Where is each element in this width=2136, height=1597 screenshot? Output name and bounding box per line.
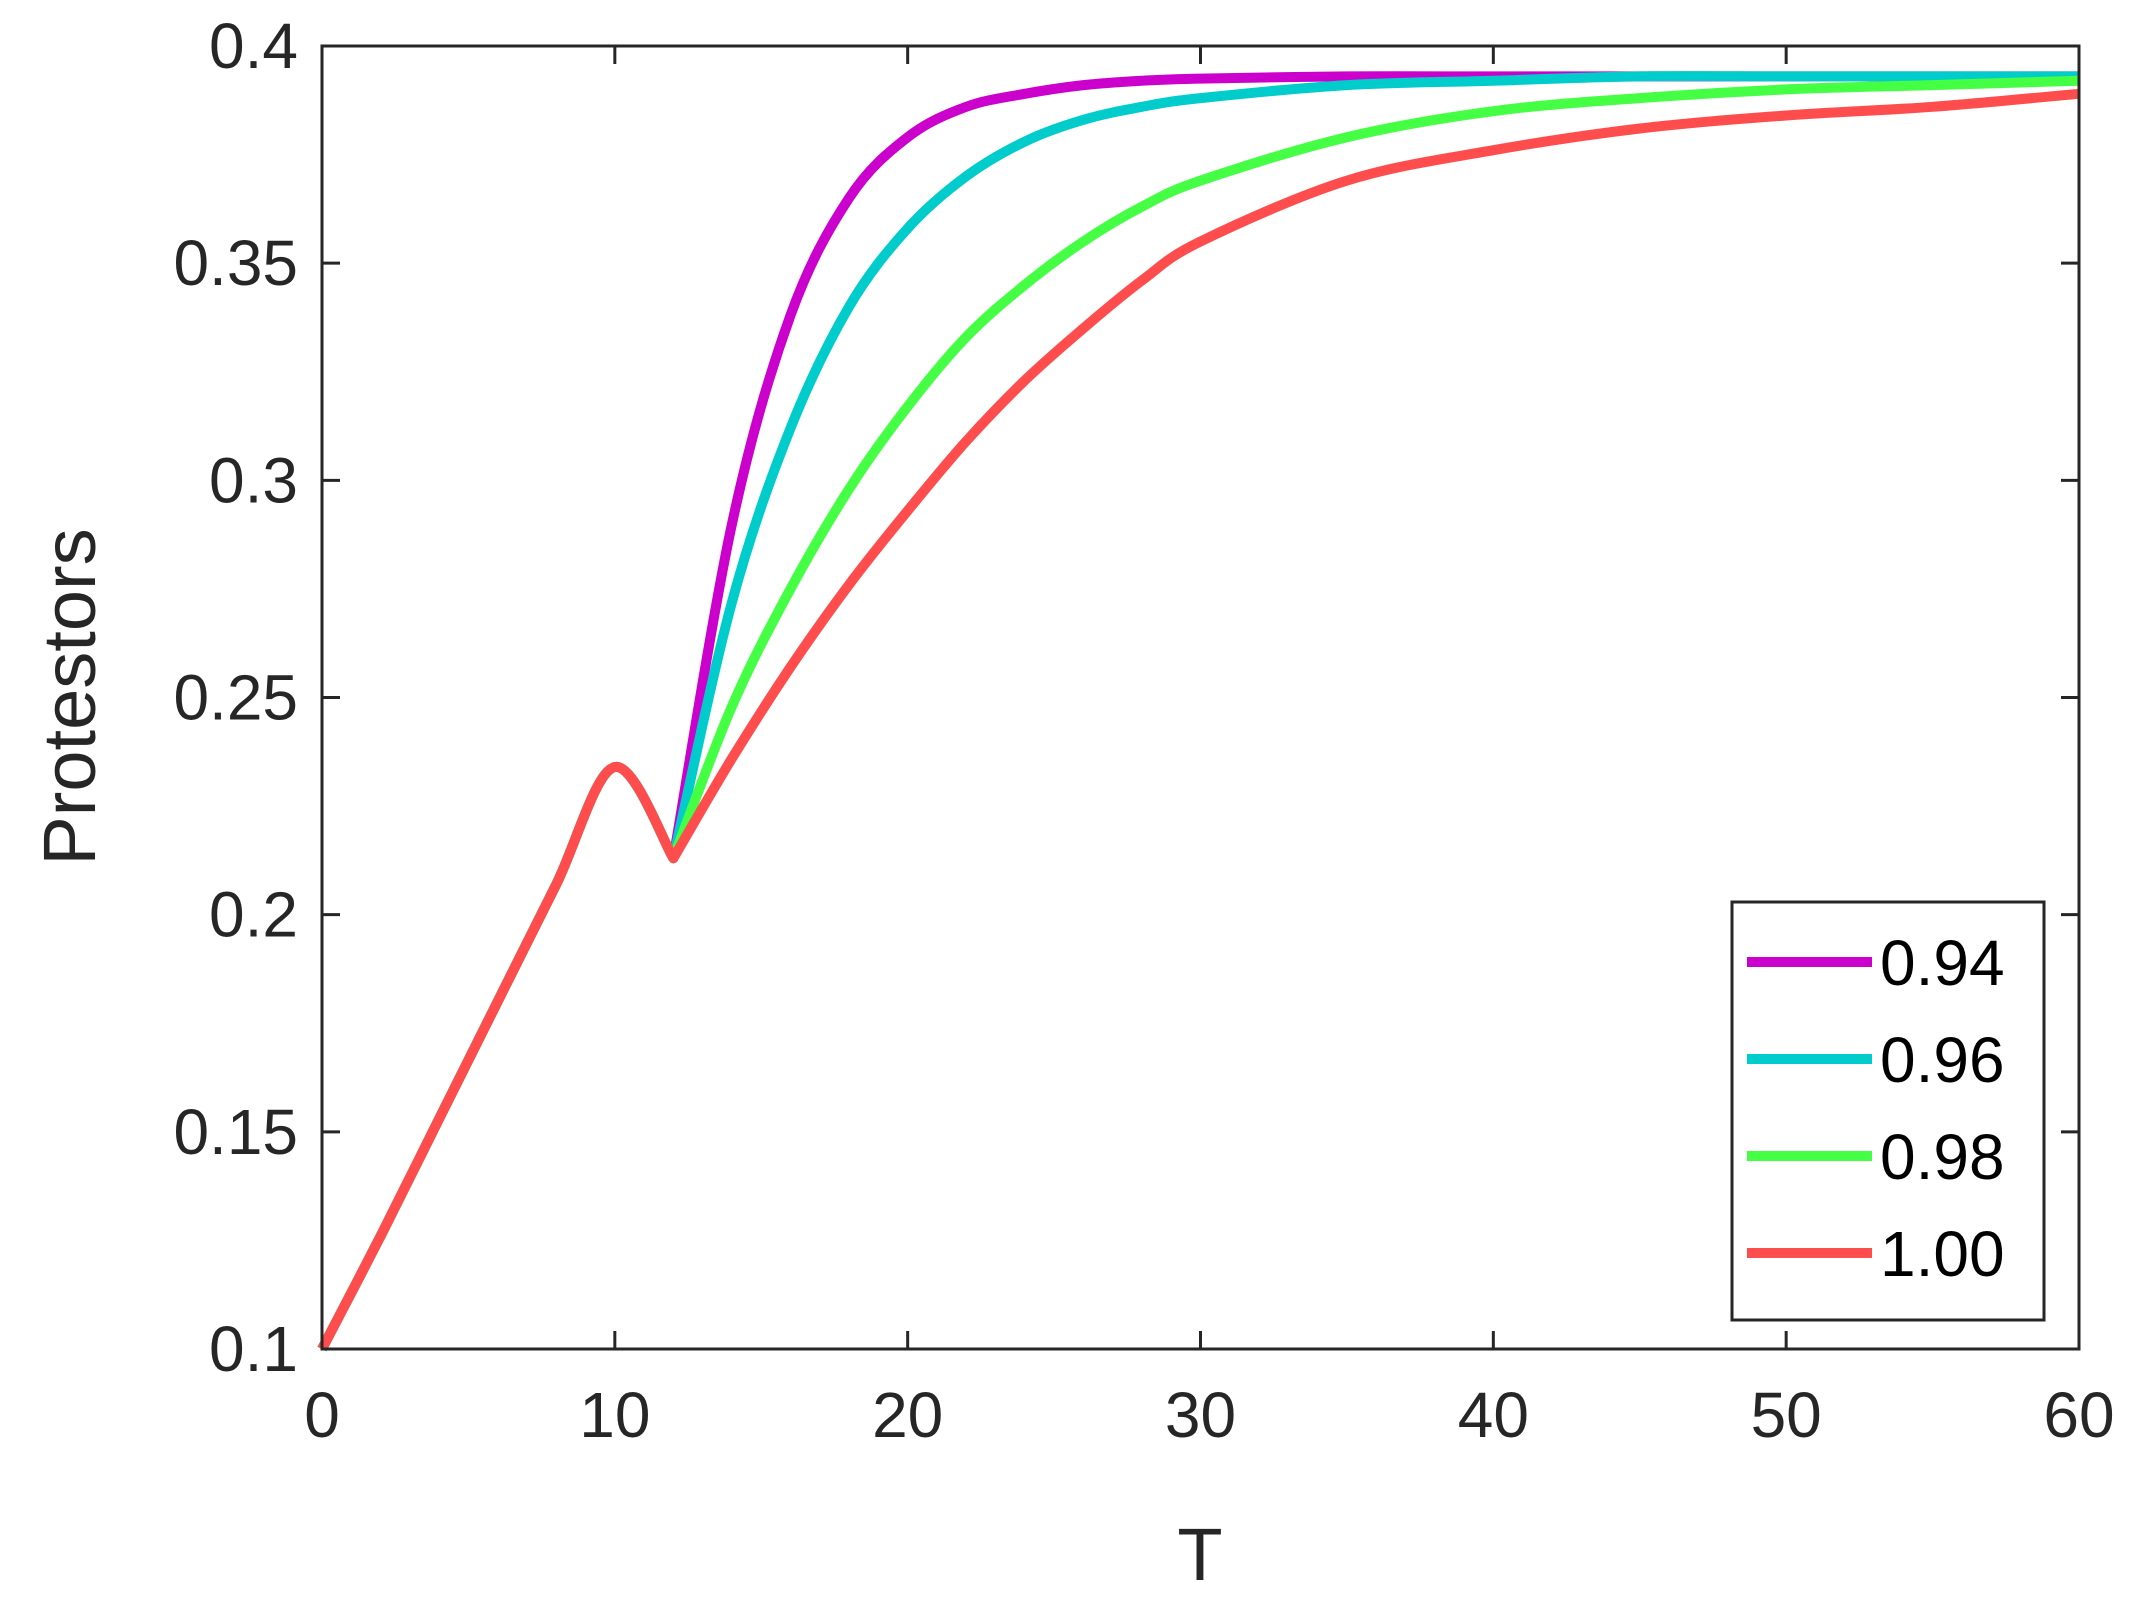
y-tick-label: 0.3 <box>209 444 298 516</box>
x-tick-label: 40 <box>1458 1379 1529 1451</box>
x-tick-label: 10 <box>579 1379 650 1451</box>
series-layer <box>317 71 2080 1352</box>
x-tick-label: 30 <box>1165 1379 1236 1451</box>
series-line-3 <box>317 88 2080 1352</box>
y-tick-label: 0.15 <box>173 1096 298 1168</box>
x-tick-label: 0 <box>304 1379 340 1451</box>
legend-label: 0.96 <box>1880 1024 2005 1096</box>
ticks-layer: 0 10 20 30 40 50 60 0.1 0.15 0.2 0.25 0.3 0.35 0.4 <box>173 10 2114 1451</box>
legend-label: 1.00 <box>1880 1218 2005 1290</box>
y-tick-label: 0.1 <box>209 1313 298 1385</box>
x-tick-label: 60 <box>2043 1379 2114 1451</box>
x-tick-label: 20 <box>872 1379 943 1451</box>
x-tick-label: 50 <box>1751 1379 1822 1451</box>
y-axis-title: Protestors <box>28 528 111 865</box>
y-tick-label: 0.2 <box>209 879 298 951</box>
legend-label: 0.98 <box>1880 1121 2005 1193</box>
y-tick-label: 0.25 <box>173 662 298 734</box>
x-axis-title: T <box>1177 1513 1222 1596</box>
legend-label: 0.94 <box>1880 927 2005 999</box>
legend: 0.94 0.96 0.98 1.00 <box>1730 900 2046 1322</box>
y-tick-label: 0.35 <box>173 227 298 299</box>
y-tick-label: 0.4 <box>209 10 298 82</box>
